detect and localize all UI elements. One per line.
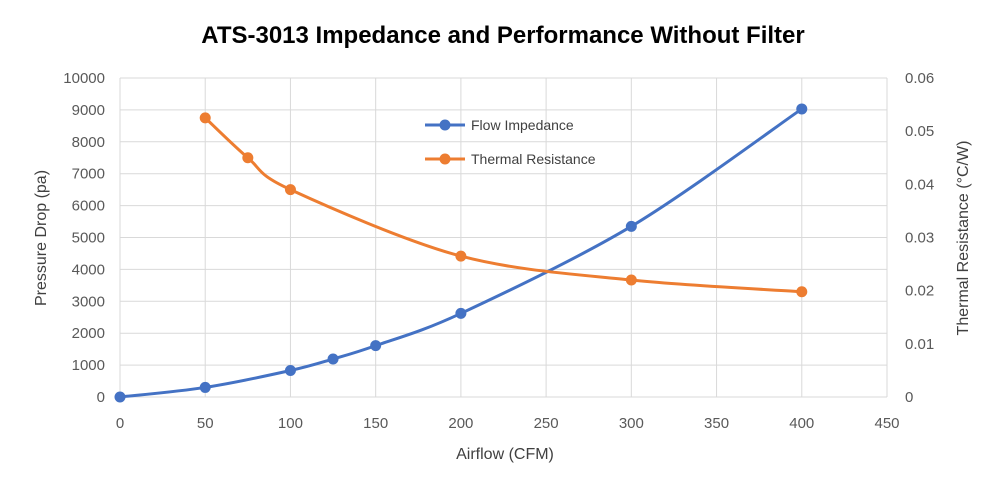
- y2-axis-label: Thermal Resistance (°C/W): [955, 141, 972, 336]
- y-tick-label: 9000: [72, 102, 105, 119]
- legend-label-flow-impedance: Flow Impedance: [471, 117, 574, 133]
- x-tick-label: 450: [874, 415, 899, 432]
- y-tick-label: 7000: [72, 166, 105, 183]
- data-point-thermal-resistance: [455, 250, 467, 262]
- y2-tick-label: 0.02: [905, 283, 934, 300]
- data-point-flow-impedance: [284, 365, 296, 377]
- chart-title: ATS-3013 Impedance and Performance Witho…: [201, 22, 804, 49]
- data-point-thermal-resistance: [625, 274, 637, 286]
- x-tick-label: 100: [278, 415, 303, 432]
- data-point-thermal-resistance: [199, 112, 211, 124]
- data-point-thermal-resistance: [242, 152, 254, 164]
- series-line-thermal-resistance: [203, 116, 804, 294]
- y-tick-label: 4000: [72, 261, 105, 278]
- x-tick-label: 300: [619, 415, 644, 432]
- y2-tick-label: 0.06: [905, 70, 934, 87]
- data-point-flow-impedance: [455, 307, 467, 319]
- x-tick-label: 150: [363, 415, 388, 432]
- series-layer: [114, 103, 808, 403]
- y2-tick-label: 0.03: [905, 230, 934, 247]
- data-point-flow-impedance: [370, 340, 382, 352]
- data-point-thermal-resistance: [284, 184, 296, 196]
- data-point-thermal-resistance: [796, 286, 808, 298]
- series-thermal-resistance: [199, 112, 808, 298]
- legend-item-flow-impedance: Flow Impedance: [425, 117, 574, 133]
- y-tick-label: 8000: [72, 134, 105, 151]
- x-tick-label: 350: [704, 415, 729, 432]
- y-tick-label: 2000: [72, 325, 105, 342]
- x-tick-label: 50: [197, 415, 214, 432]
- y-tick-label: 1000: [72, 357, 105, 374]
- axes: 0100020003000400050006000700080009000100…: [63, 70, 934, 432]
- y2-tick-label: 0.01: [905, 336, 934, 353]
- data-point-flow-impedance: [796, 103, 808, 115]
- y-tick-label: 0: [97, 389, 105, 406]
- x-tick-label: 200: [448, 415, 473, 432]
- y2-tick-label: 0.05: [905, 123, 934, 140]
- data-point-flow-impedance: [114, 391, 126, 403]
- data-point-flow-impedance: [625, 220, 637, 232]
- x-tick-label: 250: [534, 415, 559, 432]
- x-tick-label: 400: [789, 415, 814, 432]
- legend-label-thermal-resistance: Thermal Resistance: [471, 151, 596, 167]
- legend: Flow Impedance Thermal Resistance: [425, 117, 596, 167]
- y-tick-label: 6000: [72, 198, 105, 215]
- legend-marker-flow-impedance: [439, 119, 451, 131]
- data-point-flow-impedance: [327, 353, 339, 365]
- x-axis-label: Airflow (CFM): [456, 446, 554, 463]
- y-tick-label: 10000: [63, 70, 105, 87]
- x-tick-label: 0: [116, 415, 124, 432]
- gridlines: [119, 77, 888, 398]
- legend-marker-thermal-resistance: [439, 153, 451, 165]
- y-axis-label: Pressure Drop (pa): [33, 170, 50, 306]
- data-point-flow-impedance: [199, 381, 211, 393]
- y2-tick-label: 0.04: [905, 176, 934, 193]
- legend-item-thermal-resistance: Thermal Resistance: [425, 151, 596, 167]
- y2-tick-label: 0: [905, 389, 913, 406]
- y-tick-label: 3000: [72, 293, 105, 310]
- series-flow-impedance: [114, 103, 808, 403]
- y-tick-label: 5000: [72, 230, 105, 247]
